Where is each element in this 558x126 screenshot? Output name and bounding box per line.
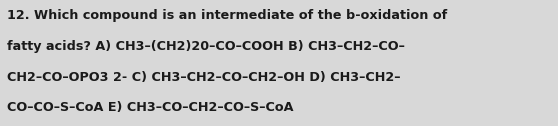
Text: 12. Which compound is an intermediate of the b-oxidation of: 12. Which compound is an intermediate of… <box>7 9 447 22</box>
Text: CO–CO–S–CoA E) CH3–CO–CH2–CO–S–CoA: CO–CO–S–CoA E) CH3–CO–CH2–CO–S–CoA <box>7 101 293 114</box>
Text: fatty acids? A) CH3–(CH2)20–CO–COOH B) CH3–CH2–CO–: fatty acids? A) CH3–(CH2)20–CO–COOH B) C… <box>7 40 405 53</box>
Text: CH2–CO–OPO3 2- C) CH3–CH2–CO–CH2–OH D) CH3–CH2–: CH2–CO–OPO3 2- C) CH3–CH2–CO–CH2–OH D) C… <box>7 71 400 84</box>
